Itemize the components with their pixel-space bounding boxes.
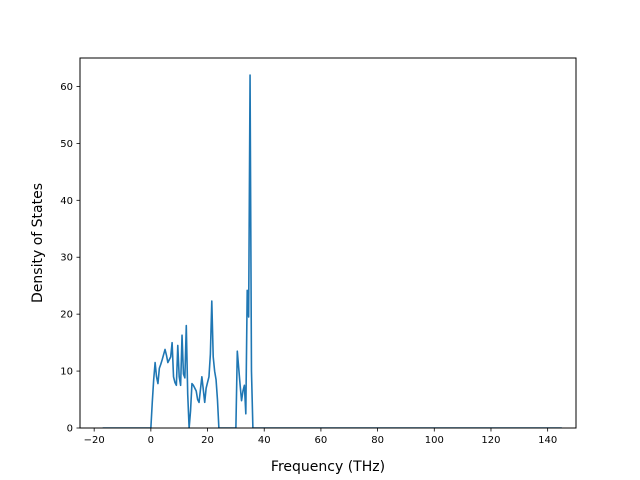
x-axis-ticks: −20 0 20 40 60 80 100 120 140: [84, 428, 557, 446]
x-tick-label: 60: [315, 435, 328, 446]
y-tick-label: 10: [60, 367, 73, 378]
plot-area: [102, 74, 562, 428]
x-axis-label: Frequency (THz): [271, 459, 385, 475]
y-axis-label: Density of States: [30, 183, 46, 303]
y-tick-label: 60: [60, 82, 73, 93]
x-tick-label: 140: [538, 435, 557, 446]
y-axis-ticks: 0 10 20 30 40 50 60: [60, 82, 80, 435]
series-line-dos: [102, 74, 562, 428]
x-tick-label: 20: [201, 435, 214, 446]
x-tick-label: 100: [425, 435, 444, 446]
x-tick-label: 0: [148, 435, 154, 446]
y-tick-label: 20: [60, 310, 73, 321]
y-tick-label: 0: [67, 424, 73, 435]
y-tick-label: 50: [60, 139, 73, 150]
x-tick-label: 80: [371, 435, 384, 446]
y-tick-label: 30: [60, 253, 73, 264]
y-tick-label: 40: [60, 196, 73, 207]
x-tick-label: −20: [84, 435, 105, 446]
axes-frame: [79, 57, 577, 429]
x-tick-label: 120: [481, 435, 500, 446]
x-tick-label: 40: [258, 435, 271, 446]
